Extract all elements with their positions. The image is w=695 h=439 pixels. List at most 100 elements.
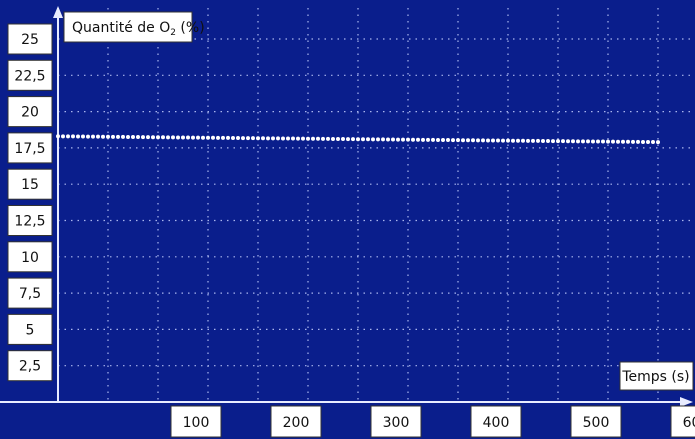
data-point [301,136,305,141]
x-axis-title: Temps (s) [621,369,689,385]
x-axis-arrow [680,397,693,407]
y-tick-text: 20 [21,105,39,121]
data-point [136,135,140,140]
data-point [496,138,500,143]
data-point [621,139,625,144]
data-point [366,137,370,142]
data-point [471,138,475,143]
data-point [236,136,240,141]
data-point [111,134,115,139]
data-point [541,138,545,143]
axes [0,6,693,407]
data-point [231,135,235,140]
y-tick-label: 15 [7,168,53,200]
data-point [561,139,565,144]
data-point [491,138,495,143]
data-point [426,137,430,142]
y-tick-text: 25 [21,32,39,48]
y-axis-title: Quantité de O2 (%) [72,20,205,38]
data-point [156,135,160,140]
data-point [521,138,525,143]
data-point [431,137,435,142]
data-point [531,138,535,143]
data-point [396,137,400,142]
data-point [271,136,275,141]
y-tick-text: 7,5 [19,286,41,302]
data-point [371,137,375,142]
data-point [336,136,340,141]
data-point [601,139,605,144]
data-point [241,136,245,141]
data-point [386,137,390,142]
data-point [611,139,615,144]
data-point [466,138,470,143]
data-point [571,139,575,144]
y-axis-title-prefix: Quantité de O [72,20,170,36]
data-point [176,135,180,140]
data-point [511,138,515,143]
data-point [61,134,65,139]
data-point [411,137,415,142]
y-tick-text: 22,5 [14,68,45,84]
data-point [206,135,210,140]
data-point [221,135,225,140]
y-axis-arrow [53,6,63,18]
x-tick-text: 400 [483,415,510,431]
data-point [656,140,660,145]
data-point [651,140,655,145]
data-point [186,135,190,140]
y-tick-label: 5 [7,313,53,345]
data-point [81,134,85,139]
data-point [581,139,585,144]
data-point [476,138,480,143]
x-tick-text: 600 [683,415,695,431]
y-tick-label: 22,5 [7,59,53,91]
y-tick-text: 15 [21,177,39,193]
x-tick-label: 600 [670,405,695,438]
x-tick-text: 500 [583,415,610,431]
data-point [631,139,635,144]
x-axis-title-box: Temps (s) [619,361,694,391]
data-point [311,136,315,141]
data-point [101,134,105,139]
x-tick-label: 500 [570,405,622,438]
data-point [286,136,290,141]
data-point [576,139,580,144]
data-point [316,136,320,141]
data-point [566,139,570,144]
data-point [341,137,345,142]
y-tick-label: 10 [7,241,53,273]
data-point [586,139,590,144]
data-point [141,135,145,140]
x-tick-text: 200 [283,415,310,431]
data-point [596,139,600,144]
y-tick-label: 7,5 [7,277,53,309]
data-point [261,136,265,141]
data-point [226,135,230,140]
y-tick-label: 12,5 [7,205,53,236]
data-point [421,137,425,142]
data-point [151,135,155,140]
data-point [501,138,505,143]
data-point [76,134,80,139]
x-tick-label: 400 [470,405,522,438]
data-point [481,138,485,143]
data-point [211,135,215,140]
data-point [56,134,60,139]
data-point [181,135,185,140]
data-point [121,134,125,139]
data-point [116,134,120,139]
data-point [251,136,255,141]
data-point [201,135,205,140]
data-point [276,136,280,141]
data-point [166,135,170,140]
data-point [551,139,555,144]
data-point [306,136,310,141]
data-point [401,137,405,142]
data-point [71,134,75,139]
data-point [321,136,325,141]
data-point [196,135,200,140]
x-tick-text: 300 [383,415,410,431]
data-point [86,134,90,139]
